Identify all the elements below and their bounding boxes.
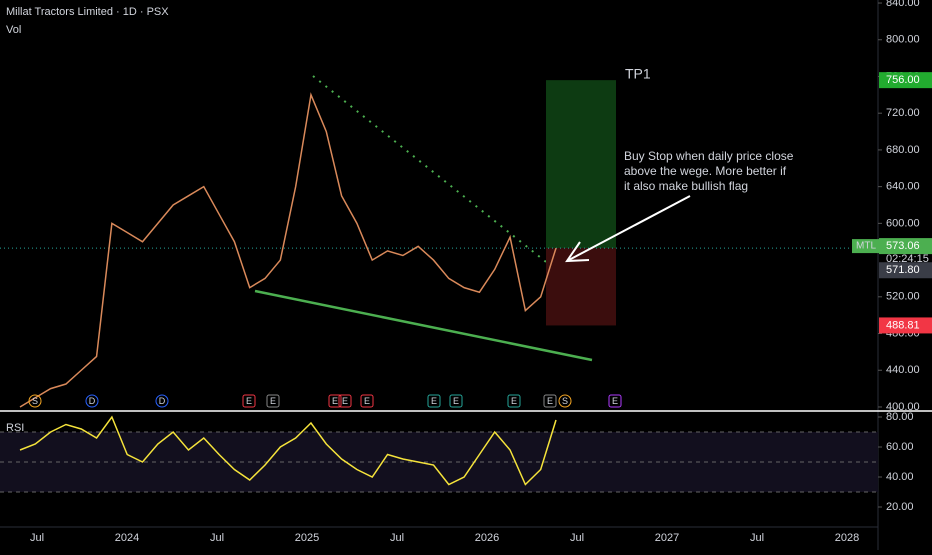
rsi-tick-label: 20.00 <box>886 501 914 513</box>
volume-label: Vol <box>6 24 21 36</box>
event-marker <box>28 394 42 408</box>
countdown: 02:24:15 <box>886 253 929 265</box>
x-tick-label: Jul <box>390 532 404 544</box>
event-label: E <box>547 396 553 406</box>
y-tick-label: 680.00 <box>886 144 920 156</box>
event-marker <box>242 394 256 408</box>
x-tick-label: 2028 <box>835 532 859 544</box>
event-label: E <box>453 396 459 406</box>
event-marker <box>507 394 521 408</box>
event-label: E <box>431 396 437 406</box>
event-marker <box>449 394 463 408</box>
event-label: E <box>246 396 252 406</box>
price-line <box>19 92 557 408</box>
target-zone <box>546 80 616 249</box>
symbol-tag: MTL <box>856 241 876 252</box>
x-tick-label: Jul <box>750 532 764 544</box>
event-label: E <box>364 396 370 406</box>
rsi-line <box>19 415 557 486</box>
stop-price-bg <box>879 317 932 334</box>
target-price-bg <box>879 72 932 89</box>
event-label: E <box>612 396 618 406</box>
x-tick-label: Jul <box>30 532 44 544</box>
tp-label: TP1 <box>625 66 651 82</box>
arrow-head <box>565 241 590 263</box>
note-line: Buy Stop when daily price close <box>624 149 794 163</box>
event-label: S <box>32 396 38 406</box>
event-marker <box>543 394 557 408</box>
event-label: S <box>562 396 568 406</box>
event-label: E <box>332 396 338 406</box>
chart-title: Millat Tractors Limited · 1D · PSX <box>6 6 169 18</box>
event-marker <box>85 394 99 408</box>
previous-price: 571.80 <box>886 264 920 276</box>
event-marker <box>608 394 622 408</box>
y-tick-label: 440.00 <box>886 364 920 376</box>
y-tick-label: 600.00 <box>886 217 920 229</box>
event-marker <box>266 394 280 408</box>
note-line: above the wege. More better if <box>624 164 787 178</box>
event-marker <box>338 394 352 408</box>
event-marker <box>155 394 169 408</box>
y-tick-label: 800.00 <box>886 34 920 46</box>
y-tick-label: 720.00 <box>886 107 920 119</box>
y-tick-label: 400.00 <box>886 401 920 413</box>
support-line <box>254 289 593 362</box>
stop-price: 488.81 <box>886 319 920 331</box>
event-label: E <box>511 396 517 406</box>
x-tick-label: 2024 <box>115 532 139 544</box>
x-tick-label: Jul <box>570 532 584 544</box>
rsi-label: RSI <box>6 422 24 434</box>
event-marker <box>328 394 342 408</box>
last-price-bg <box>879 238 932 255</box>
x-tick-label: 2027 <box>655 532 679 544</box>
event-marker <box>360 394 374 408</box>
x-tick-label: 2025 <box>295 532 319 544</box>
event-label: D <box>159 396 166 406</box>
symbol-tag-bg <box>852 239 879 254</box>
last-price: 573.06 <box>886 240 920 252</box>
y-tick-label: 520.00 <box>886 291 920 303</box>
rsi-tick-label: 60.00 <box>886 441 914 453</box>
event-label: E <box>270 396 276 406</box>
previous-price-bg <box>879 262 932 279</box>
x-tick-label: 2026 <box>475 532 499 544</box>
event-marker <box>558 394 572 408</box>
y-tick-label: 840.00 <box>886 0 920 9</box>
event-label: D <box>89 396 96 406</box>
arrow <box>566 195 691 262</box>
event-marker <box>427 394 441 408</box>
rsi-tick-label: 80.00 <box>886 411 914 423</box>
rsi-tick-label: 40.00 <box>886 471 914 483</box>
y-tick-label: 640.00 <box>886 181 920 193</box>
x-tick-label: Jul <box>210 532 224 544</box>
target-price: 756.00 <box>886 74 920 86</box>
event-label: E <box>342 396 348 406</box>
note-line: it also make bullish flag <box>624 179 748 193</box>
